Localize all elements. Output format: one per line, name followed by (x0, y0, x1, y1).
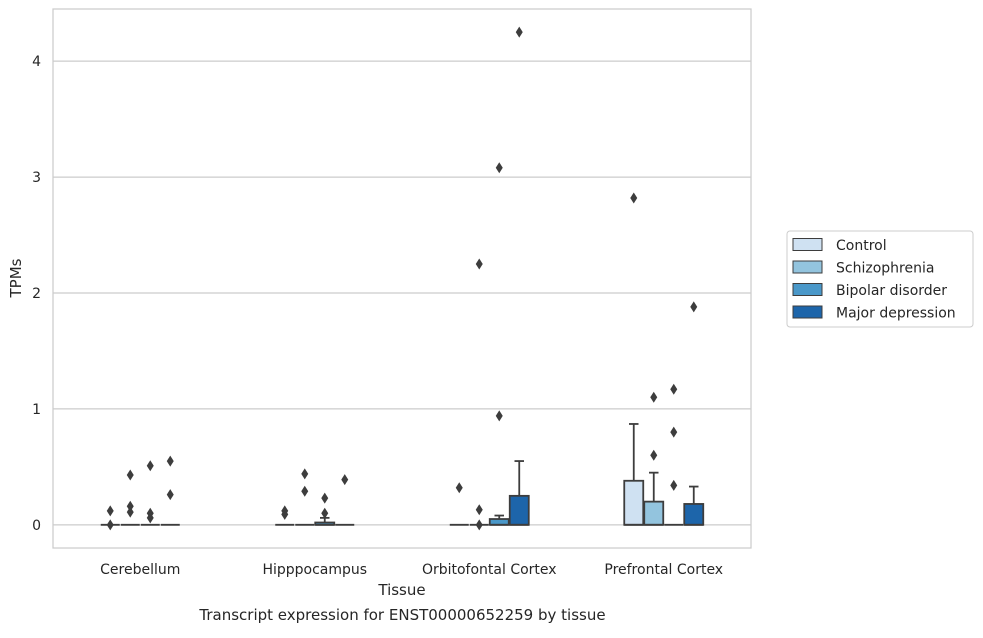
legend-label: Control (836, 238, 887, 254)
x-tick-label: Orbitofontal Cortex (422, 562, 557, 578)
legend-label: Major depression (836, 306, 956, 322)
box-rect (623, 479, 645, 526)
y-tick-label: 2 (32, 286, 41, 302)
outlier-marker (146, 507, 154, 519)
outlier-marker (455, 482, 463, 494)
grid-lines (53, 60, 751, 526)
outlier-marker (321, 492, 329, 504)
outlier-marker (106, 519, 114, 531)
x-tick-label: Hipppocampus (262, 562, 367, 578)
box-group (508, 26, 530, 526)
outlier-marker (670, 426, 678, 438)
x-tick-label: Prefrontal Cortex (604, 562, 723, 578)
outlier-marker (126, 500, 134, 512)
outlier-marker (650, 449, 658, 461)
box-group (140, 460, 160, 526)
outlier-marker (146, 460, 154, 472)
outlier-marker (630, 192, 638, 204)
box-group (469, 258, 489, 531)
y-tick-label: 4 (32, 54, 41, 70)
figure-caption: Transcript expression for ENST0000065225… (199, 606, 606, 624)
outlier-marker (670, 479, 678, 491)
y-tick-label: 3 (32, 170, 41, 186)
legend-frame (786, 230, 974, 328)
y-tick-label: 0 (32, 518, 41, 534)
box-rect (508, 494, 530, 526)
outlier-marker (126, 506, 134, 518)
box-group (623, 192, 645, 526)
box-group (295, 468, 315, 526)
box-group (160, 455, 180, 526)
outlier-marker (166, 455, 174, 467)
y-tick-labels: 0 1 2 3 4 (32, 54, 41, 534)
x-axis-label: Tissue (377, 581, 425, 599)
outlier-marker (166, 489, 174, 501)
outlier-marker (475, 504, 483, 516)
legend-swatch (792, 283, 823, 296)
legend-swatch (792, 305, 823, 319)
box-rect (643, 500, 665, 526)
y-tick-label: 1 (32, 402, 41, 418)
box-group (100, 505, 120, 531)
legend-swatch (792, 260, 823, 274)
outlier-marker (281, 505, 289, 517)
box-rect (683, 503, 705, 526)
box-group (488, 162, 510, 526)
legend-label: Schizophrenia (836, 261, 934, 277)
legend-label: Bipolar disorder (836, 283, 947, 299)
outlier-marker (106, 505, 114, 517)
outlier-marker (690, 301, 698, 313)
outlier-marker (495, 410, 503, 422)
outlier-marker (301, 485, 309, 497)
plot-frame (52, 8, 752, 549)
box-group (275, 505, 295, 526)
box-group (683, 301, 705, 526)
outlier-marker (475, 519, 483, 531)
x-tick-label: Cerebellum (100, 562, 180, 578)
outlier-marker (321, 507, 329, 519)
boxes-layer (100, 26, 705, 531)
y-axis-label: TPMs (7, 258, 25, 298)
box-group (120, 469, 140, 526)
legend: Control Schizophrenia Bipolar disorder Majo… (786, 230, 974, 328)
box-group (643, 391, 665, 526)
outlier-marker (301, 468, 309, 480)
outlier-marker (341, 474, 349, 486)
box-group (449, 482, 469, 526)
outlier-marker (495, 162, 503, 174)
legend-swatch (792, 238, 823, 251)
box-group (335, 474, 355, 526)
outlier-marker (515, 26, 523, 38)
outlier-marker (475, 258, 483, 270)
box-group (664, 383, 684, 526)
box-group (314, 492, 336, 526)
outlier-marker (650, 391, 658, 403)
x-tick-labels: Cerebellum Hipppocampus Orbitofontal Corte… (100, 562, 723, 578)
outlier-marker (126, 469, 134, 481)
outlier-marker (670, 383, 678, 395)
